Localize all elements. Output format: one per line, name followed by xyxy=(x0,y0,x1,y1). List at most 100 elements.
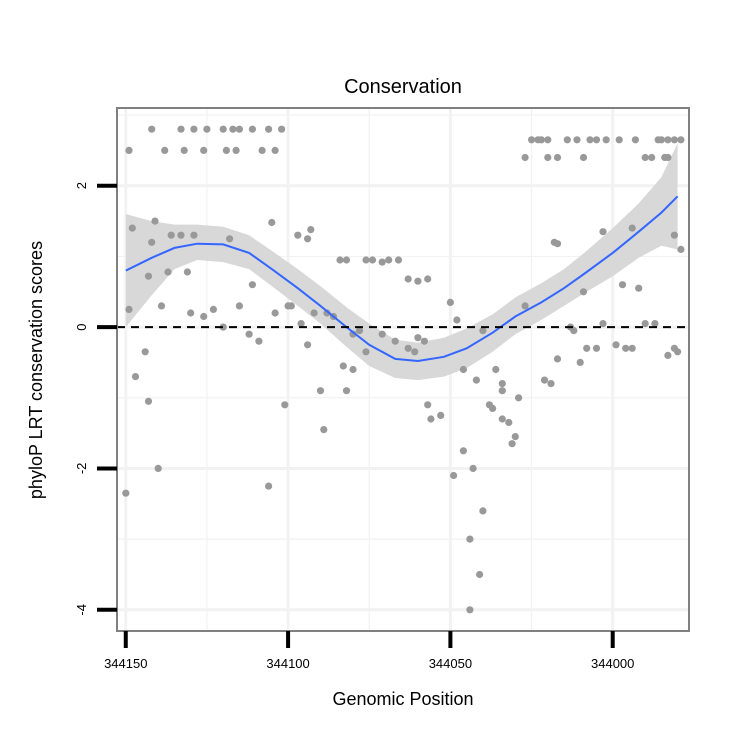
data-point xyxy=(641,153,649,162)
data-point xyxy=(498,380,506,388)
data-point xyxy=(424,275,432,283)
data-point xyxy=(122,489,130,497)
data-point xyxy=(479,327,487,335)
data-point xyxy=(404,275,412,283)
data-point xyxy=(515,394,523,402)
data-point xyxy=(476,570,484,579)
data-point xyxy=(664,136,672,144)
data-point xyxy=(297,320,305,328)
data-point xyxy=(180,146,188,154)
data-point xyxy=(544,136,552,144)
data-point xyxy=(437,411,445,419)
data-point xyxy=(323,309,331,317)
data-point xyxy=(232,146,240,154)
data-point xyxy=(200,312,208,321)
data-point xyxy=(459,447,467,455)
data-point xyxy=(190,231,198,239)
data-point xyxy=(394,256,403,264)
data-point xyxy=(579,288,588,296)
data-point xyxy=(245,330,253,338)
data-point xyxy=(651,320,659,328)
data-point xyxy=(294,231,302,239)
data-point xyxy=(177,231,185,239)
data-point xyxy=(316,387,325,395)
data-point xyxy=(677,245,685,253)
data-point xyxy=(362,348,370,356)
data-point xyxy=(511,433,519,441)
data-point xyxy=(508,440,516,448)
data-point xyxy=(466,606,474,614)
data-point xyxy=(664,153,672,162)
data-point xyxy=(161,146,169,154)
data-point xyxy=(641,320,649,328)
data-point xyxy=(553,355,562,363)
confidence-band xyxy=(125,143,678,381)
x-tick-label: 344000 xyxy=(591,656,634,671)
data-point xyxy=(304,235,312,243)
data-point xyxy=(628,344,636,352)
data-point xyxy=(521,153,529,162)
data-point xyxy=(612,341,620,349)
x-tick-label: 344050 xyxy=(429,656,472,671)
y-axis-label: phyloP LRT conservation scores xyxy=(26,241,46,499)
data-point xyxy=(339,362,347,370)
data-point xyxy=(222,146,230,154)
data-point xyxy=(592,344,601,352)
data-point xyxy=(278,125,286,133)
data-point xyxy=(167,231,175,239)
data-point xyxy=(219,323,227,331)
data-point xyxy=(209,305,217,313)
data-point xyxy=(547,380,555,388)
data-point xyxy=(310,309,318,317)
data-point xyxy=(342,256,351,264)
data-point xyxy=(427,415,435,423)
data-point xyxy=(271,309,279,317)
panel-border xyxy=(116,107,690,632)
data-point xyxy=(450,471,458,480)
data-point xyxy=(128,224,136,232)
data-point xyxy=(420,337,428,345)
data-point xyxy=(144,397,153,405)
chart-title: Conservation xyxy=(344,76,462,98)
data-point xyxy=(489,404,497,412)
data-point xyxy=(248,125,256,133)
data-point xyxy=(183,268,191,276)
data-point xyxy=(125,305,133,313)
data-point xyxy=(235,302,243,310)
data-point xyxy=(414,277,422,285)
data-point xyxy=(453,316,461,324)
data-point xyxy=(177,125,185,133)
data-point xyxy=(304,341,312,349)
data-point xyxy=(190,125,198,133)
data-point xyxy=(583,344,591,352)
smooth-line xyxy=(125,195,679,363)
data-point xyxy=(528,136,536,144)
data-point xyxy=(164,268,172,276)
data-point xyxy=(628,224,636,232)
x-tick-label: 344150 xyxy=(104,656,147,671)
data-point xyxy=(622,344,630,352)
data-point xyxy=(459,365,467,374)
data-point xyxy=(355,327,364,335)
data-point xyxy=(268,218,276,227)
data-point xyxy=(631,136,640,144)
data-point xyxy=(378,330,386,338)
data-point xyxy=(125,146,133,154)
data-point xyxy=(424,401,432,409)
data-point xyxy=(674,348,682,356)
data-point xyxy=(151,217,159,225)
y-tick-label: 2 xyxy=(74,182,89,189)
data-point xyxy=(592,136,601,144)
data-point xyxy=(404,344,412,352)
data-point xyxy=(148,238,156,246)
data-point xyxy=(498,415,506,423)
data-point xyxy=(670,231,679,239)
data-point xyxy=(378,258,386,266)
data-point xyxy=(131,373,140,381)
data-point xyxy=(586,136,594,144)
y-axis: -4 -2 0 2 xyxy=(74,182,117,616)
data-point xyxy=(229,125,237,133)
data-point xyxy=(203,125,211,133)
data-point xyxy=(258,146,266,154)
